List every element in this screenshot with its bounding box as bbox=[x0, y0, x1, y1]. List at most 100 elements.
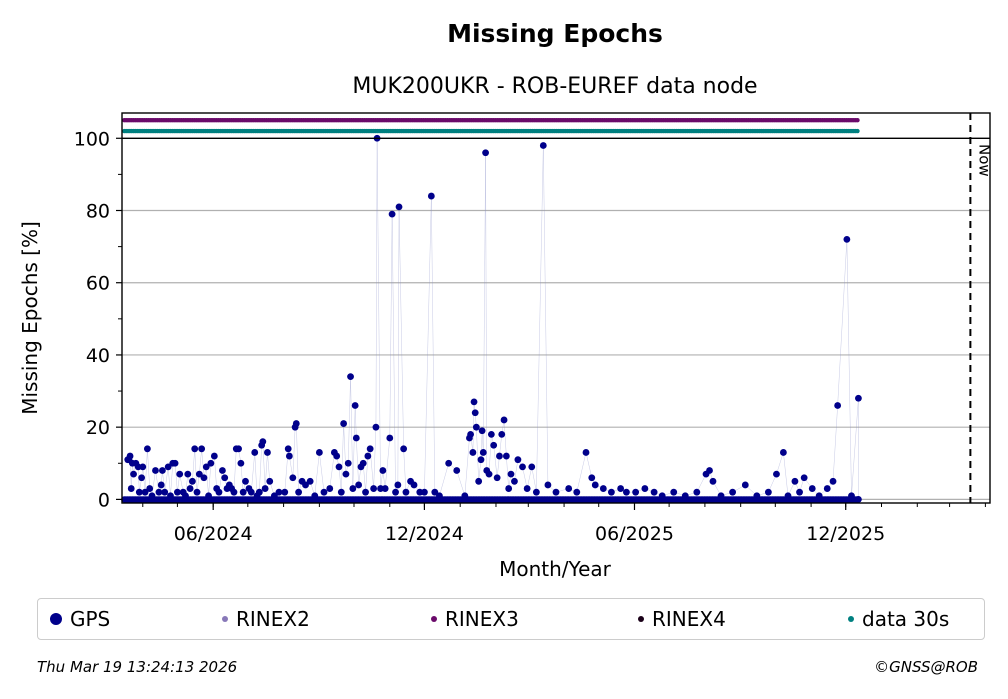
gps-point bbox=[289, 474, 297, 482]
gps-point bbox=[247, 488, 255, 496]
gps-point bbox=[658, 492, 666, 500]
gps-point bbox=[505, 485, 513, 492]
gps-point bbox=[193, 488, 201, 496]
gps-point bbox=[370, 485, 378, 492]
connector-line bbox=[365, 456, 369, 493]
connector-line bbox=[398, 206, 404, 449]
gps-point bbox=[130, 470, 137, 478]
connector-line bbox=[208, 463, 212, 496]
gps-point bbox=[475, 477, 483, 485]
gps-point bbox=[487, 430, 495, 438]
connector-line bbox=[431, 196, 436, 493]
connector-line bbox=[531, 466, 537, 493]
connector-line bbox=[514, 459, 519, 482]
gps-point bbox=[186, 485, 194, 492]
status-rows bbox=[122, 118, 860, 134]
x-tick-label: 12/2024 bbox=[385, 523, 464, 545]
gps-point bbox=[632, 488, 640, 496]
gps-point bbox=[479, 449, 487, 456]
gps-point bbox=[174, 488, 181, 496]
gps-point bbox=[261, 485, 269, 492]
gps-point bbox=[496, 452, 503, 460]
gps-point bbox=[532, 488, 540, 496]
connector-line bbox=[174, 463, 178, 493]
connector-line bbox=[391, 214, 396, 493]
connector-line bbox=[503, 419, 507, 457]
connector-line bbox=[424, 196, 432, 493]
gps-point bbox=[281, 488, 289, 496]
axes bbox=[116, 112, 991, 510]
missing-epochs-chart: Missing Epochs MUK200UKR - ROB-EUREF dat… bbox=[18, 19, 993, 581]
gps-point bbox=[126, 452, 134, 460]
gps-series-points bbox=[121, 134, 862, 503]
connector-line bbox=[214, 456, 217, 489]
gps-point bbox=[379, 467, 387, 474]
gps-point bbox=[400, 445, 408, 453]
connector-line bbox=[343, 423, 347, 475]
gps-point bbox=[152, 467, 159, 474]
gps-point bbox=[270, 492, 278, 500]
gps-point bbox=[815, 492, 823, 500]
x-tick-label: 12/2025 bbox=[806, 523, 885, 545]
connector-line bbox=[254, 452, 258, 496]
gps-point bbox=[565, 485, 573, 492]
chart-subtitle: MUK200UKR - ROB-EUREF data node bbox=[352, 74, 757, 99]
x-tick-label: 06/2024 bbox=[174, 523, 253, 545]
gps-point bbox=[823, 485, 831, 492]
connector-line bbox=[259, 445, 262, 493]
gps-point bbox=[582, 449, 590, 456]
gps-point bbox=[523, 485, 531, 492]
gps-point bbox=[829, 477, 837, 485]
gps-point bbox=[808, 485, 816, 492]
connector-line bbox=[478, 459, 482, 482]
y-tick-label: 0 bbox=[98, 489, 110, 511]
connector-line bbox=[585, 452, 592, 478]
connector-line bbox=[493, 445, 498, 478]
gps-point bbox=[141, 488, 149, 496]
connector-line bbox=[233, 448, 237, 493]
connector-line bbox=[194, 448, 198, 493]
gps-point bbox=[729, 488, 737, 496]
gps-point bbox=[362, 488, 369, 496]
connector-line bbox=[375, 138, 378, 428]
connector-line bbox=[356, 437, 359, 485]
gps-point bbox=[502, 452, 510, 460]
gps-point bbox=[146, 485, 154, 492]
gps-point bbox=[148, 492, 156, 500]
rinex4-marker-icon bbox=[638, 616, 644, 622]
connector-line bbox=[262, 441, 266, 489]
rinex2-marker-icon bbox=[222, 616, 228, 622]
gps-point bbox=[693, 488, 701, 496]
y-tick-label: 80 bbox=[86, 201, 110, 223]
gps-point bbox=[469, 449, 477, 456]
connector-line bbox=[384, 437, 390, 489]
gps-point bbox=[388, 210, 396, 218]
gps-point bbox=[507, 470, 515, 478]
data-30s-marker-icon bbox=[848, 616, 854, 622]
gps-point bbox=[337, 488, 345, 496]
legend-label-rinex4: RINEX4 bbox=[652, 607, 726, 631]
gps-point bbox=[461, 492, 469, 500]
gps-point bbox=[493, 474, 501, 482]
gps-point bbox=[264, 449, 271, 456]
connector-line bbox=[506, 456, 509, 489]
gps-point bbox=[410, 481, 418, 489]
gps-point bbox=[392, 488, 399, 496]
gps-point bbox=[326, 485, 334, 492]
gps-point bbox=[139, 463, 147, 471]
gps-point bbox=[235, 445, 242, 453]
gps-point bbox=[138, 474, 146, 482]
connector-line bbox=[155, 470, 160, 493]
legend-label-data-30s: data 30s bbox=[862, 607, 950, 631]
legend-item-rinex2: RINEX2 bbox=[222, 607, 310, 631]
gps-point bbox=[855, 495, 862, 503]
connector-line bbox=[373, 427, 377, 489]
gps-point bbox=[366, 445, 374, 453]
legend-item-rinex4: RINEX4 bbox=[638, 607, 726, 631]
x-axis-label: Month/Year bbox=[499, 557, 612, 581]
gps-point bbox=[617, 485, 625, 492]
gps-point bbox=[528, 463, 536, 471]
connector-line bbox=[536, 145, 544, 493]
y-tick-label: 60 bbox=[86, 273, 110, 295]
gps-point bbox=[259, 438, 267, 446]
